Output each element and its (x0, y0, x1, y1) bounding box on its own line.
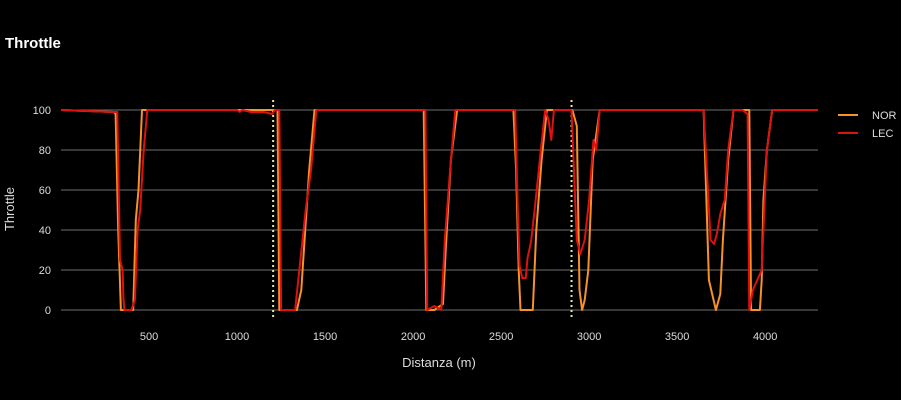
x-tick-label: 1000 (225, 331, 249, 343)
legend: NOR LEC (838, 110, 897, 140)
legend-label: NOR (872, 110, 897, 122)
x-tick-label: 2500 (489, 331, 513, 343)
series-lines (60, 109, 818, 311)
series-line-lec (60, 109, 818, 311)
y-axis-ticks: 0 20 40 60 80 100 (33, 105, 51, 317)
y-axis-label: Throttle (2, 187, 17, 231)
x-tick-label: 500 (140, 331, 158, 343)
y-tick-label: 20 (39, 265, 51, 277)
y-tick-label: 0 (45, 305, 51, 317)
y-tick-label: 60 (39, 185, 51, 197)
y-tick-label: 80 (39, 145, 51, 157)
x-tick-label: 3000 (577, 331, 601, 343)
x-tick-label: 2000 (401, 331, 425, 343)
chart-title: Throttle (5, 35, 61, 52)
corner-markers (272, 100, 573, 320)
y-tick-label: 100 (33, 105, 51, 117)
x-tick-label: 4000 (753, 331, 777, 343)
y-tick-label: 40 (39, 225, 51, 237)
x-axis-ticks: 500 1000 1500 2000 2500 3000 3500 4000 (140, 331, 778, 343)
x-tick-label: 3500 (665, 331, 689, 343)
x-axis-label: Distanza (m) (402, 355, 476, 370)
legend-label: LEC (872, 128, 893, 140)
x-tick-label: 1500 (313, 331, 337, 343)
